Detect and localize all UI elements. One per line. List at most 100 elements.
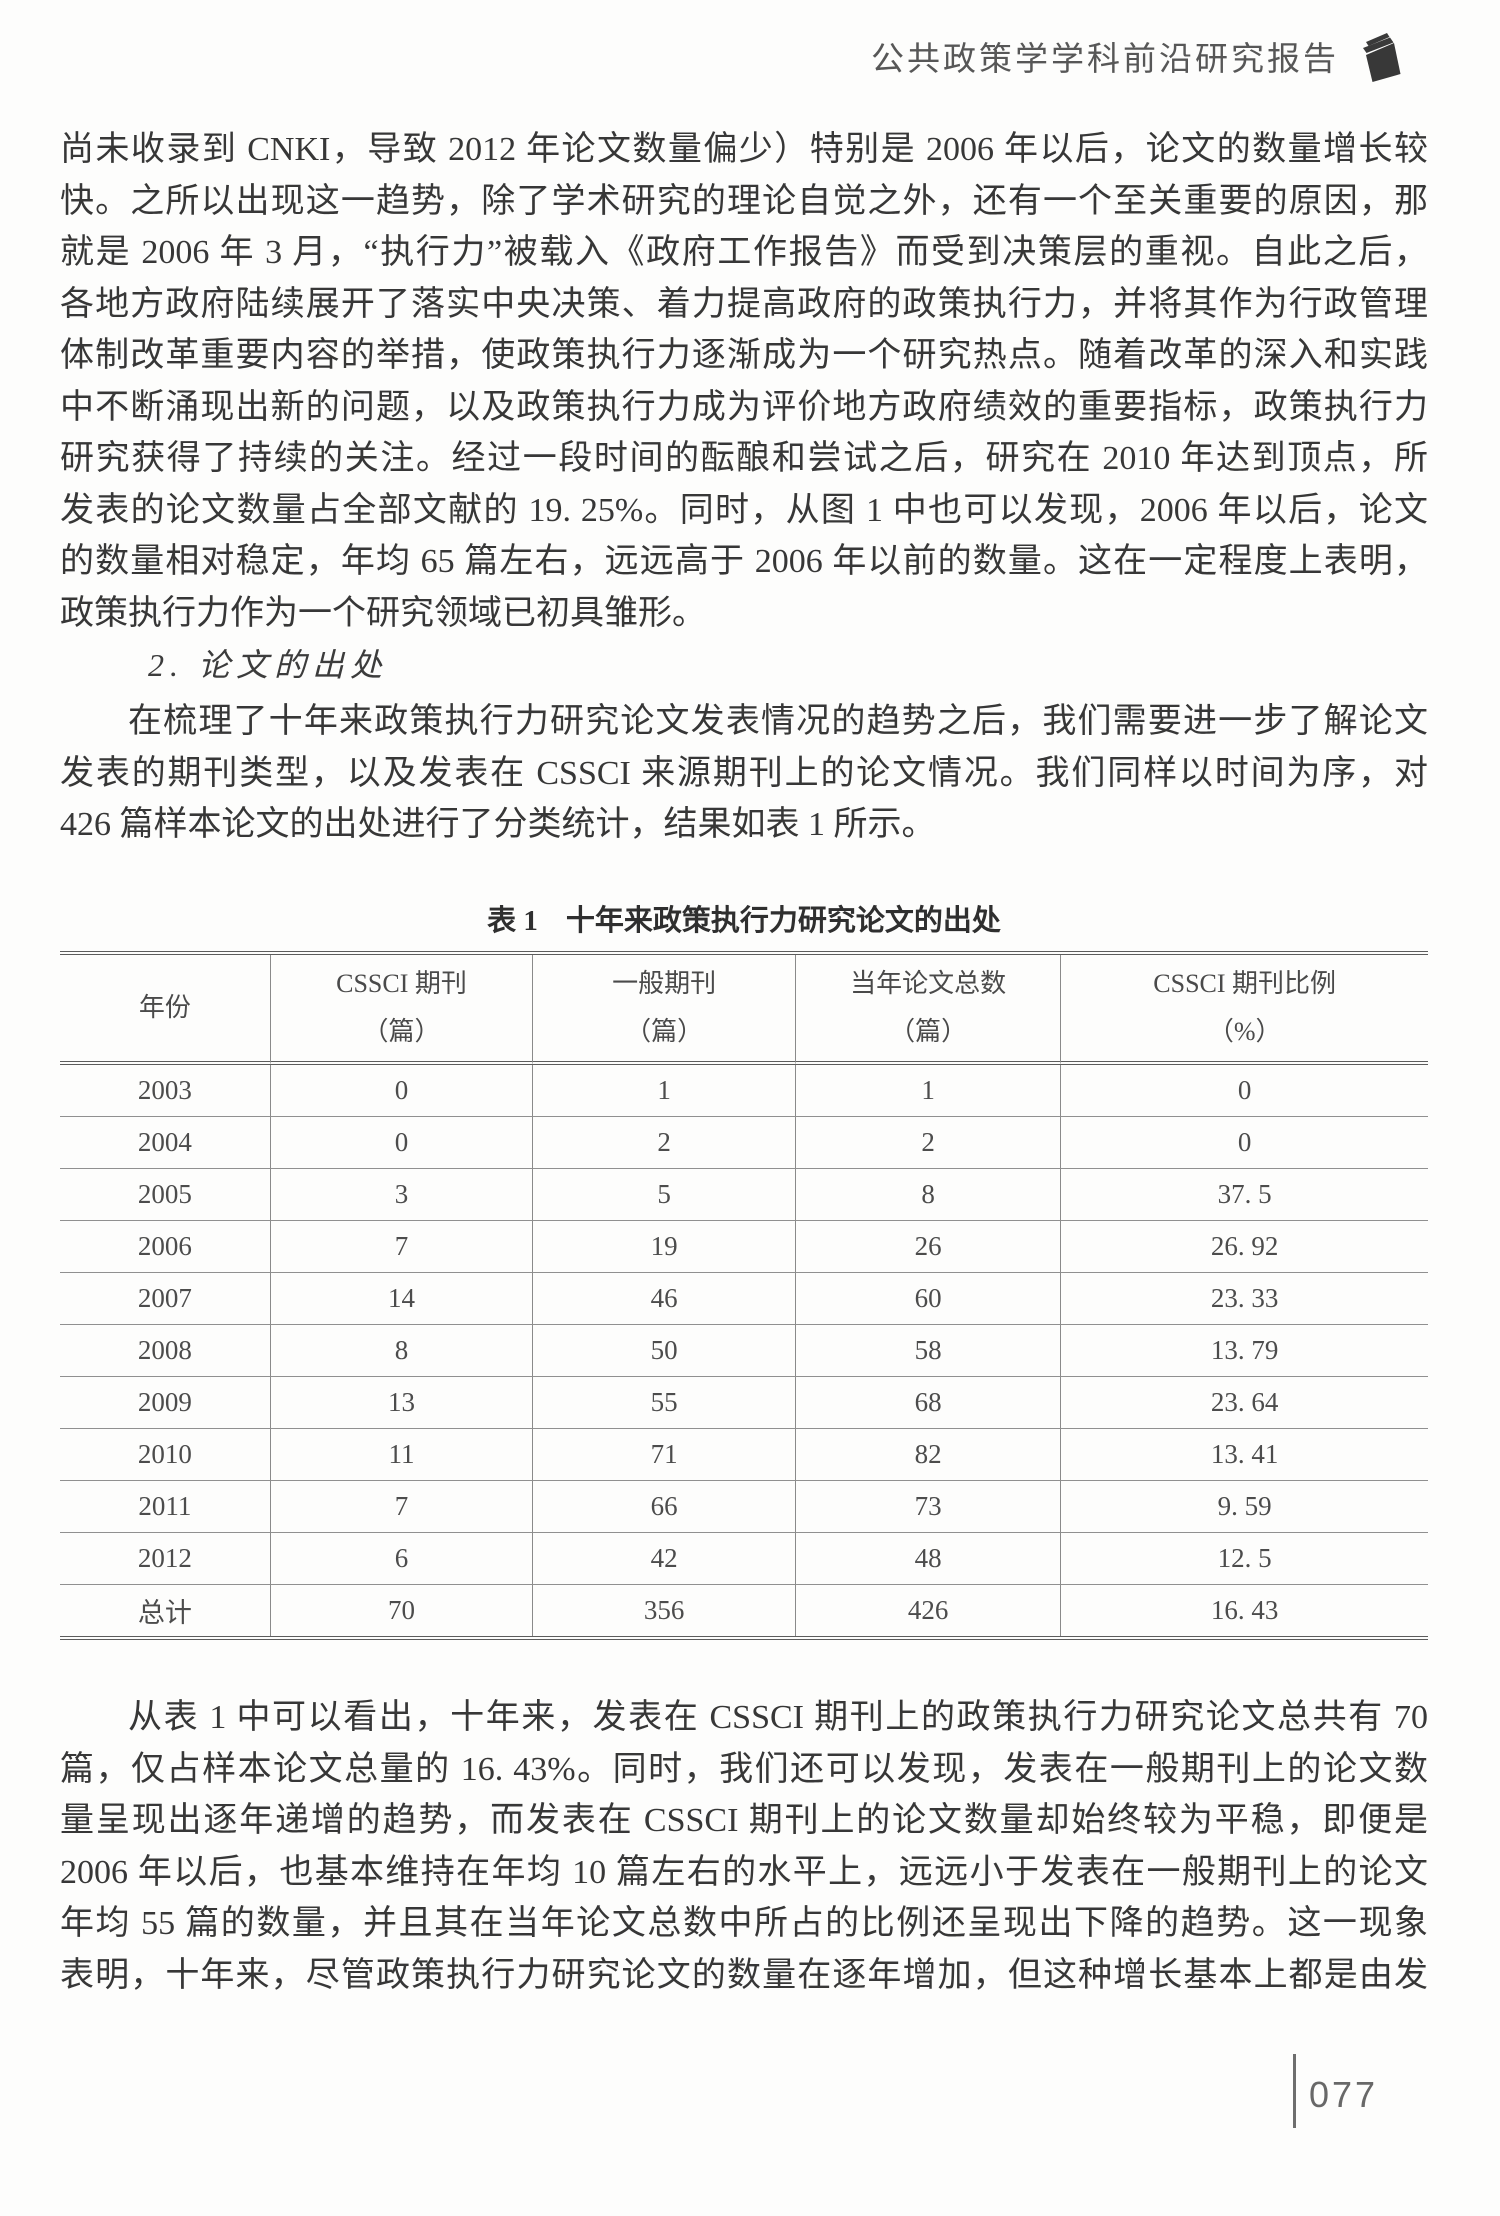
table-cell: 23. 64	[1061, 1377, 1428, 1429]
table-row: 2008 8 50 58 13. 79	[60, 1325, 1428, 1377]
table-cell: 58	[795, 1325, 1062, 1377]
text-line: 量呈现出逐年递增的趋势，而发表在 CSSCI 期刊上的论文数量却始终较为平稳，即…	[60, 1802, 1428, 1839]
text-line: 体制改革重要内容的举措，使政策执行力逐渐成为一个研究热点。随着改革的深入和实践	[60, 337, 1428, 374]
text-line: 政策执行力作为一个研究领域已初具雏形。	[60, 594, 706, 632]
table-cell: 2011	[60, 1481, 271, 1533]
table-cell: 7	[270, 1221, 534, 1273]
text-line: 从表 1 中可以看出，十年来，发表在 CSSCI 期刊上的政策执行力研究论文总共…	[128, 1699, 1428, 1736]
footer-rule	[1293, 2054, 1296, 2128]
table-cell: 60	[795, 1273, 1062, 1325]
running-header: 公共政策学学科前沿研究报告	[871, 30, 1405, 82]
text-line: 尚未收录到 CNKI，导致 2012 年论文数量偏少）特别是 2006 年以后，…	[60, 131, 1428, 168]
table-cell: 2007	[60, 1273, 271, 1325]
table-column-header: 年份	[60, 955, 271, 1065]
table-cell: 2010	[60, 1429, 271, 1481]
running-header-title: 公共政策学学科前沿研究报告	[871, 40, 1339, 77]
books-icon	[1363, 33, 1401, 82]
text-line: 的数量相对稳定，年均 65 篇左右，远远高于 2006 年以前的数量。这在一定程…	[60, 543, 1428, 580]
table-cell: 7	[270, 1481, 534, 1533]
table-cell: 71	[533, 1429, 796, 1481]
text-line: 2006 年以后，也基本维持在年均 10 篇左右的水平上，远远小于发表在一般期刊…	[60, 1853, 1428, 1891]
table-row: 2006 7 19 26 26. 92	[60, 1221, 1428, 1273]
text-line: 发表的期刊类型，以及发表在 CSSCI 来源期刊上的论文情况。我们同样以时间为序…	[60, 754, 1428, 792]
table-cell: 2012	[60, 1533, 271, 1585]
text-line: 就是 2006 年 3 月，“执行力”被载入《政府工作报告》而受到决策层的重视。…	[60, 234, 1428, 271]
table-cell: 3	[270, 1169, 534, 1221]
column-header-line1: CSSCI 期刊	[336, 968, 467, 998]
column-header-line2: （篇）	[625, 1017, 704, 1046]
text-line: 发表的论文数量占全部文献的 19. 25%。同时，从图 1 中也可以发现，200…	[60, 491, 1428, 529]
table-row: 2005 3 5 8 37. 5	[60, 1169, 1428, 1221]
table-cell: 2006	[60, 1221, 271, 1273]
paragraph-3: 从表 1 中可以看出，十年来，发表在 CSSCI 期刊上的政策执行力研究论文总共…	[60, 1692, 1428, 2001]
table-row: 2011 7 66 73 9. 59	[60, 1481, 1428, 1533]
table-head: 年份 CSSCI 期刊 （篇） 一般期刊 （篇） 当年论文总数 （篇） CSSCI 期刊比例 （…	[60, 955, 1428, 1065]
column-header-line2: （篇）	[362, 1017, 441, 1046]
table-cell: 8	[270, 1325, 534, 1377]
section-heading: 2. 论文的出处	[148, 647, 389, 683]
table-cell: 66	[533, 1481, 796, 1533]
table-row: 2012 6 42 48 12. 5	[60, 1533, 1428, 1585]
column-header-line2: （%）	[1207, 1017, 1282, 1046]
table-cell: 8	[795, 1169, 1062, 1221]
table-row: 2010 11 71 82 13. 41	[60, 1429, 1428, 1481]
table-cell: 55	[533, 1377, 796, 1429]
table-cell: 48	[795, 1533, 1062, 1585]
table-cell: 13. 79	[1061, 1325, 1428, 1377]
column-header-line1: CSSCI 期刊比例	[1153, 968, 1337, 998]
table-cell: 23. 33	[1061, 1273, 1428, 1325]
table-cell: 26	[795, 1221, 1062, 1273]
text-line: 表明，十年来，尽管政策执行力研究论文的数量在逐年增加，但这种增长基本上都是由发	[60, 1956, 1428, 1994]
table-cell: 426	[796, 1585, 1062, 1636]
table-cell: 26. 92	[1061, 1221, 1428, 1273]
table-cell: 2	[533, 1117, 796, 1169]
table-cell: 73	[795, 1481, 1062, 1533]
table-cell: 13. 41	[1061, 1429, 1428, 1481]
table-cell: 356	[533, 1585, 796, 1636]
table-row: 2004 0 2 2 0	[60, 1117, 1428, 1169]
text-line: 研究获得了持续的关注。经过一段时间的酝酿和尝试之后，研究在 2010 年达到顶点…	[60, 440, 1428, 477]
table-caption-label: 表 1	[487, 905, 538, 937]
table-cell: 82	[795, 1429, 1062, 1481]
table-column-header: CSSCI 期刊比例 （%）	[1061, 955, 1428, 1065]
table-cell: 37. 5	[1061, 1169, 1428, 1221]
table-cell: 0	[270, 1117, 534, 1169]
table-caption: 表 1 十年来政策执行力研究论文的出处	[60, 897, 1428, 945]
table-cell: 6	[270, 1533, 534, 1585]
data-table: 年份 CSSCI 期刊 （篇） 一般期刊 （篇） 当年论文总数 （篇） CSSCI 期刊比例 （…	[60, 951, 1428, 1640]
table-row: 2009 13 55 68 23. 64	[60, 1377, 1428, 1429]
table-row: 总计 70 356 426 16. 43	[60, 1585, 1428, 1636]
text-line: 快。之所以出现这一趋势，除了学术研究的理论自觉之外，还有一个至关重要的原因，那	[60, 182, 1428, 220]
text-line: 篇，仅占样本论文总量的 16. 43%。同时，我们还可以发现，发表在一般期刊上的…	[60, 1750, 1428, 1788]
table-cell: 46	[533, 1273, 796, 1325]
column-header-line1: 当年论文总数	[850, 968, 1007, 998]
table-cell: 1	[795, 1065, 1062, 1117]
column-header-line1: 年份	[138, 992, 191, 1022]
table-cell: 2004	[60, 1117, 271, 1169]
table-cell: 70	[271, 1585, 534, 1636]
text-line: 中不断涌现出新的问题，以及政策执行力成为评价地方政府绩效的重要指标，政策执行力	[60, 388, 1428, 426]
table-cell: 总计	[60, 1585, 271, 1636]
paragraph-1: 尚未收录到 CNKI，导致 2012 年论文数量偏少）特别是 2006 年以后，…	[60, 124, 1428, 639]
table-column-header: CSSCI 期刊 （篇）	[270, 955, 534, 1065]
page-number: 077	[1309, 2074, 1379, 2115]
table-cell: 19	[533, 1221, 796, 1273]
table-cell: 12. 5	[1061, 1533, 1428, 1585]
table-column-header: 一般期刊 （篇）	[533, 955, 796, 1065]
text-line: 各地方政府陆续展开了落实中央决策、着力提高政府的政策执行力，并将其作为行政管理	[60, 285, 1428, 323]
table-column-header: 当年论文总数 （篇）	[795, 955, 1062, 1065]
table-cell: 0	[1061, 1117, 1428, 1169]
table-row: 2007 14 46 60 23. 33	[60, 1273, 1428, 1325]
table-cell: 2008	[60, 1325, 271, 1377]
table-cell: 42	[533, 1533, 796, 1585]
column-header-line2: （篇）	[889, 1017, 968, 1046]
table-cell: 2	[795, 1117, 1062, 1169]
table-cell: 13	[270, 1377, 534, 1429]
table-cell: 2005	[60, 1169, 271, 1221]
table-cell: 5	[533, 1169, 796, 1221]
table-cell: 0	[1061, 1065, 1428, 1117]
table-cell: 16. 43	[1210, 1595, 1279, 1625]
table-header-row: 年份 CSSCI 期刊 （篇） 一般期刊 （篇） 当年论文总数 （篇） CSSCI 期刊比例 （…	[60, 955, 1428, 1065]
table-cell: 9. 59	[1061, 1481, 1428, 1533]
table-cell: 2009	[60, 1377, 271, 1429]
